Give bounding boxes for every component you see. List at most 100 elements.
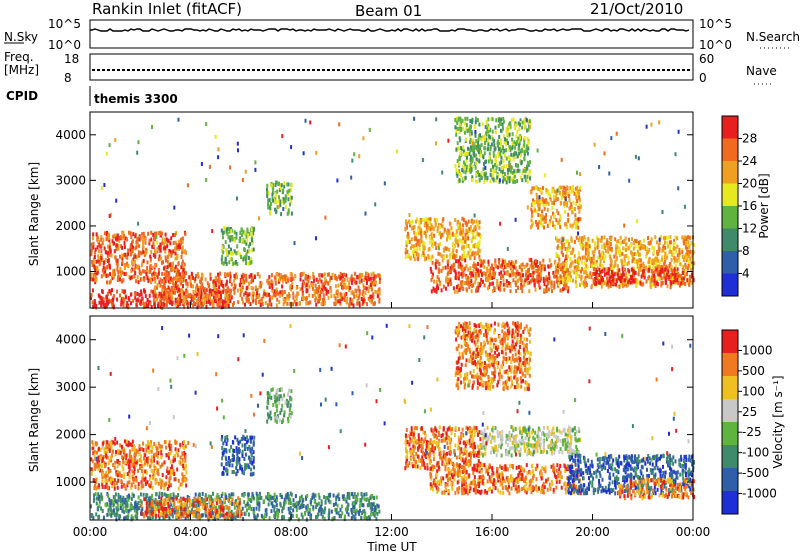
power-cell: [472, 269, 475, 274]
power-cell: [486, 147, 489, 152]
power-cell: [143, 277, 146, 282]
power-cell: [358, 291, 361, 296]
power-cell: [467, 168, 470, 173]
power-cell: [557, 186, 560, 191]
power-cell: [250, 257, 253, 262]
power-cell: [119, 277, 121, 282]
power-cell: [233, 249, 236, 254]
power-cell: [559, 246, 562, 251]
power-cell: [304, 276, 307, 281]
power-cell: [487, 117, 490, 122]
power-cell: [169, 249, 172, 254]
power-cell: [478, 220, 481, 225]
power-cell: [414, 250, 417, 255]
power-cell: [483, 271, 486, 276]
power-cell: [636, 219, 639, 224]
power-cell: [417, 242, 420, 247]
power-cell: [123, 245, 126, 250]
power-cell: [105, 273, 108, 278]
power-cell: [472, 283, 475, 288]
power-cell: [229, 277, 232, 282]
power-cell: [245, 286, 248, 290]
power-cell: [508, 155, 510, 160]
power-cell: [655, 267, 658, 272]
power-cell: [496, 265, 499, 270]
power-cell: [117, 274, 120, 279]
power-cell: [223, 230, 225, 235]
power-cell: [575, 194, 578, 199]
power-cell: [635, 252, 638, 257]
power-cell: [441, 258, 444, 263]
power-cell: [593, 259, 596, 264]
power-cell: [99, 244, 102, 249]
power-cell: [164, 249, 167, 254]
power-cell: [598, 253, 601, 258]
power-cell: [559, 267, 562, 272]
power-cell: [662, 265, 665, 270]
power-cell: [658, 237, 661, 242]
power-cell: [515, 134, 518, 139]
power-cell: [471, 232, 474, 237]
power-cell: [116, 263, 119, 268]
power-cell: [473, 226, 476, 231]
power-cell: [517, 141, 520, 146]
power-cell: [190, 271, 193, 276]
power-cell: [191, 294, 194, 299]
power-cell: [292, 302, 295, 307]
power-cell: [515, 123, 517, 128]
power-cell: [464, 266, 467, 271]
power-cell: [522, 168, 525, 173]
power-cell: [232, 261, 235, 266]
power-cell: [119, 235, 122, 240]
power-cell: [183, 304, 186, 309]
power-cell: [496, 175, 499, 180]
power-cell: [549, 264, 552, 269]
power-cell: [345, 273, 348, 278]
velocity-cell: [105, 445, 108, 450]
power-cell: [143, 305, 146, 310]
power-cell: [478, 159, 481, 164]
power-cell: [105, 299, 108, 304]
power-cell: [323, 272, 326, 277]
power-cell: [505, 148, 507, 153]
power-cell: [105, 303, 108, 308]
power-cell: [362, 300, 365, 305]
power-cell: [562, 262, 565, 266]
power-cell: [437, 246, 440, 251]
velocity-cell: [129, 449, 131, 454]
power-cell: [287, 210, 290, 215]
velocity-cell: [131, 439, 134, 444]
power-cell: [649, 240, 652, 245]
power-cell: [502, 134, 505, 139]
power-cell: [366, 272, 369, 277]
power-cell: [668, 262, 671, 267]
power-cell: [124, 252, 127, 257]
power-cell: [333, 301, 336, 306]
power-cell: [296, 291, 299, 296]
power-cell: [112, 274, 115, 279]
velocity-cell: [133, 471, 136, 476]
power-cell: [225, 297, 228, 302]
power-cell: [542, 203, 545, 208]
power-cell: [355, 293, 358, 298]
power-cell: [477, 140, 480, 145]
power-cell: [130, 275, 133, 280]
power-cell: [537, 225, 539, 230]
power-cell: [550, 215, 553, 220]
power-cell: [181, 270, 184, 275]
power-cell: [682, 241, 685, 246]
power-cell: [535, 196, 538, 201]
velocity-cell: [131, 457, 134, 462]
power-cell: [481, 261, 484, 266]
power-cell: [166, 265, 169, 270]
power-cell: [95, 277, 98, 282]
power-cell: [562, 189, 565, 194]
power-cell: [352, 303, 355, 308]
power-cell: [527, 146, 530, 151]
power-cell: [632, 270, 635, 275]
power-cell: [465, 228, 468, 233]
power-cell: [556, 268, 559, 273]
power-cell: [532, 270, 535, 275]
power-cell: [667, 269, 670, 274]
power-cell: [271, 192, 274, 197]
